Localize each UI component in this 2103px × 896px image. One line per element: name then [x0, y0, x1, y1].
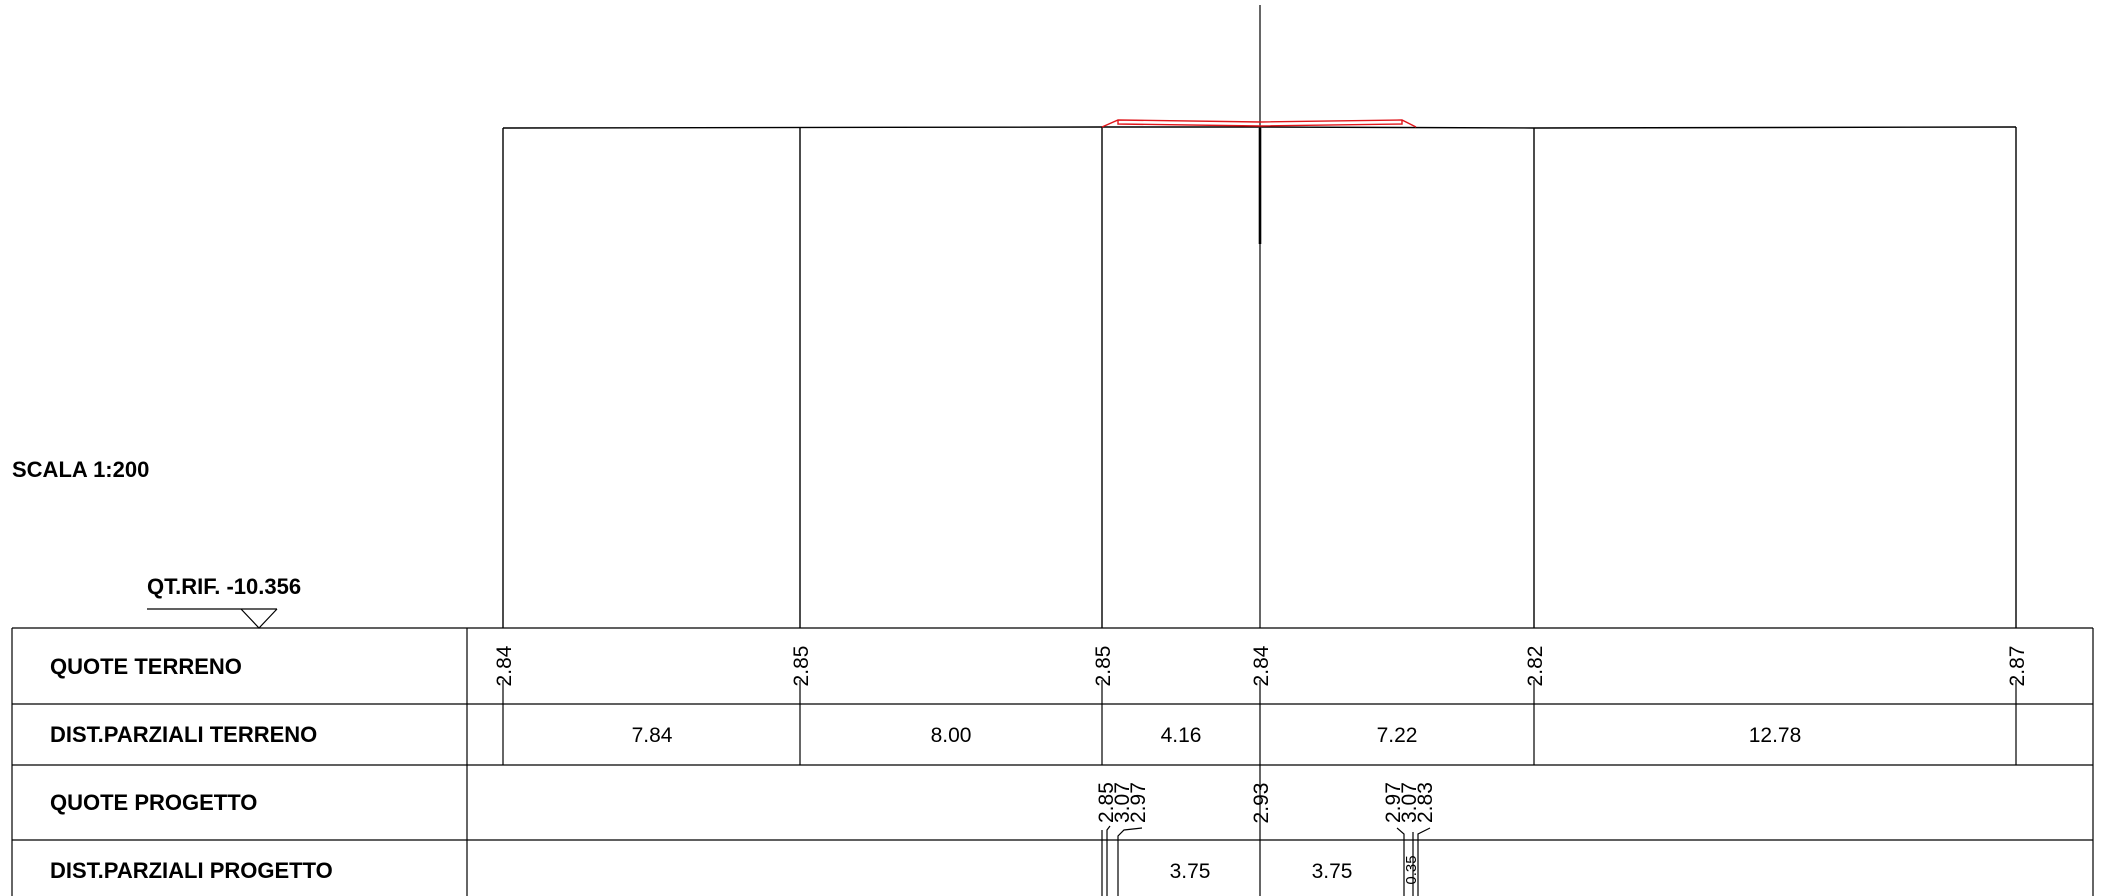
scale-label: SCALA 1:200	[12, 457, 149, 482]
project-leader	[1417, 827, 1431, 896]
project-leader	[1396, 827, 1405, 896]
terrain-distance-value: 7.22	[1377, 724, 1418, 747]
road-top	[1101, 119, 1417, 128]
project-elevation-value: 2.97	[1127, 782, 1150, 823]
project-elevation-value: 2.85	[1095, 782, 1118, 823]
project-elevation-value: 2.97	[1382, 782, 1405, 823]
terrain-distance-value: 12.78	[1749, 724, 1802, 747]
project-distances: 3.75 3.75 0.35	[1170, 855, 1420, 884]
project-elevation-value: 3.07	[1111, 782, 1134, 823]
row-label-quote-terreno: QUOTE TERRENO	[50, 654, 242, 679]
terrain-distance-value: 8.00	[931, 724, 972, 747]
project-elevation-value: 3.07	[1398, 782, 1421, 823]
project-elevations: 2.85 3.07 2.97 2.93 2.97 3.07 2.83	[1095, 782, 1437, 896]
project-distance-value: 3.75	[1170, 860, 1211, 883]
project-distance-value: 3.75	[1312, 860, 1353, 883]
row-label-dist-parziali-progetto: DIST.PARZIALI PROGETTO	[50, 858, 333, 883]
reference-triangle	[240, 608, 278, 629]
terrain-elevation-value: 2.87	[2006, 646, 2029, 687]
row-label-quote-progetto: QUOTE PROGETTO	[50, 790, 257, 815]
terrain-elevation-value: 2.84	[493, 645, 516, 686]
project-leader	[1117, 827, 1143, 896]
row-label-dist-parziali-terreno: DIST.PARZIALI TERRENO	[50, 722, 317, 747]
terrain-distance-value: 4.16	[1161, 724, 1202, 747]
project-leader	[1106, 825, 1111, 896]
reference-label: QT.RIF. -10.356	[147, 574, 301, 599]
terrain-distance-value: 7.84	[632, 724, 673, 747]
data-table: QUOTE TERRENO DIST.PARZIALI TERRENO QUOT…	[11, 627, 2094, 896]
terrain-elevation-value: 2.84	[1250, 645, 1273, 686]
terrain-elevation-value: 2.85	[790, 646, 813, 687]
project-elevation-value: 2.83	[1414, 782, 1437, 823]
terrain-distances: 7.84 8.00 4.16 7.22 12.78	[632, 724, 1802, 747]
project-elevation-value: 2.93	[1250, 783, 1273, 824]
terrain-elevations: 2.84 2.85 2.85 2.84 2.82 2.87	[493, 645, 2029, 896]
terrain-elevation-value: 2.85	[1092, 646, 1115, 687]
road-profile	[1101, 119, 1417, 128]
project-small-distance: 0.35	[1403, 855, 1420, 884]
road-layer	[1117, 120, 1403, 127]
reference-marker: QT.RIF. -10.356	[147, 574, 301, 629]
terrain-elevation-value: 2.82	[1524, 646, 1547, 687]
